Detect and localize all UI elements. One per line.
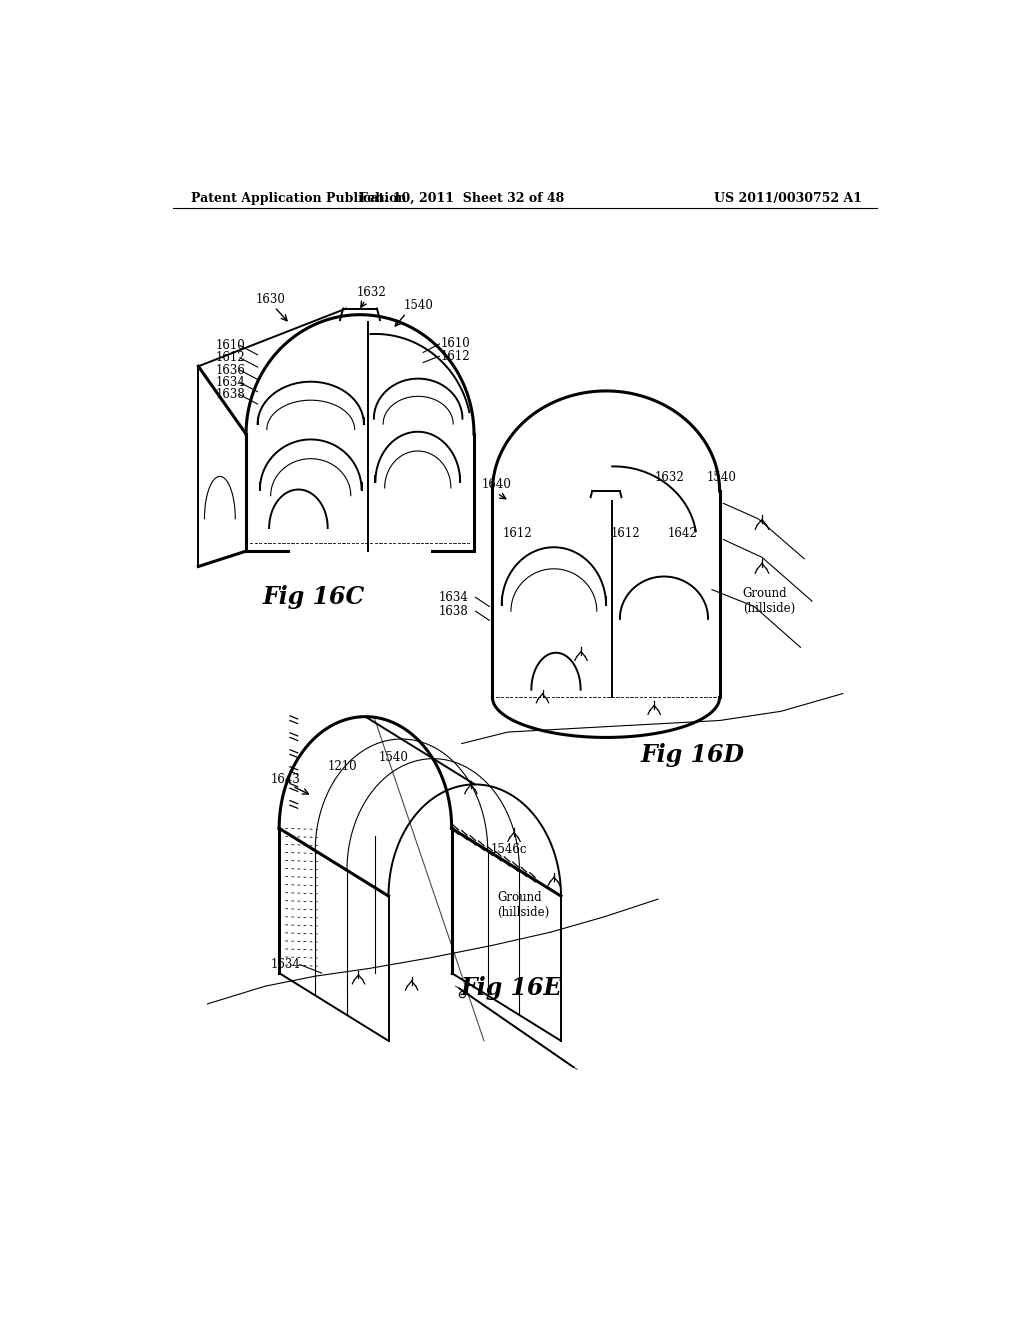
Text: 1612: 1612 [610, 527, 640, 540]
Text: 1634: 1634 [270, 958, 301, 972]
Text: 1540: 1540 [379, 751, 409, 764]
Text: Ground
(hillside): Ground (hillside) [742, 587, 795, 615]
Text: 1634: 1634 [438, 591, 468, 603]
Text: 1540: 1540 [707, 471, 736, 484]
Text: 1612: 1612 [503, 527, 532, 540]
Text: 1640: 1640 [481, 478, 512, 491]
Text: 1610: 1610 [441, 338, 471, 351]
Text: 1612: 1612 [215, 351, 245, 364]
Text: US 2011/0030752 A1: US 2011/0030752 A1 [714, 191, 862, 205]
Text: Fig 16E: Fig 16E [461, 975, 562, 999]
Text: 1636: 1636 [215, 363, 245, 376]
Text: 1643: 1643 [270, 772, 301, 785]
Text: 1638: 1638 [438, 605, 468, 618]
Text: Fig 16D: Fig 16D [641, 743, 744, 767]
Text: Feb. 10, 2011  Sheet 32 of 48: Feb. 10, 2011 Sheet 32 of 48 [359, 191, 564, 205]
Text: 1638: 1638 [215, 388, 245, 401]
Text: Patent Application Publication: Patent Application Publication [190, 191, 407, 205]
Text: 1540: 1540 [403, 298, 434, 312]
Text: 1612: 1612 [441, 350, 470, 363]
Text: 1634: 1634 [215, 376, 245, 389]
Text: 1630: 1630 [255, 293, 285, 306]
Text: 1610: 1610 [215, 339, 245, 352]
Text: 1632: 1632 [654, 471, 684, 484]
Text: 1642: 1642 [668, 527, 697, 540]
Text: 1210: 1210 [328, 760, 357, 774]
Text: Ground
(hillside): Ground (hillside) [497, 891, 549, 919]
Text: Fig 16C: Fig 16C [263, 585, 365, 610]
Text: 1632: 1632 [356, 286, 386, 298]
Text: 1546c: 1546c [490, 843, 527, 857]
